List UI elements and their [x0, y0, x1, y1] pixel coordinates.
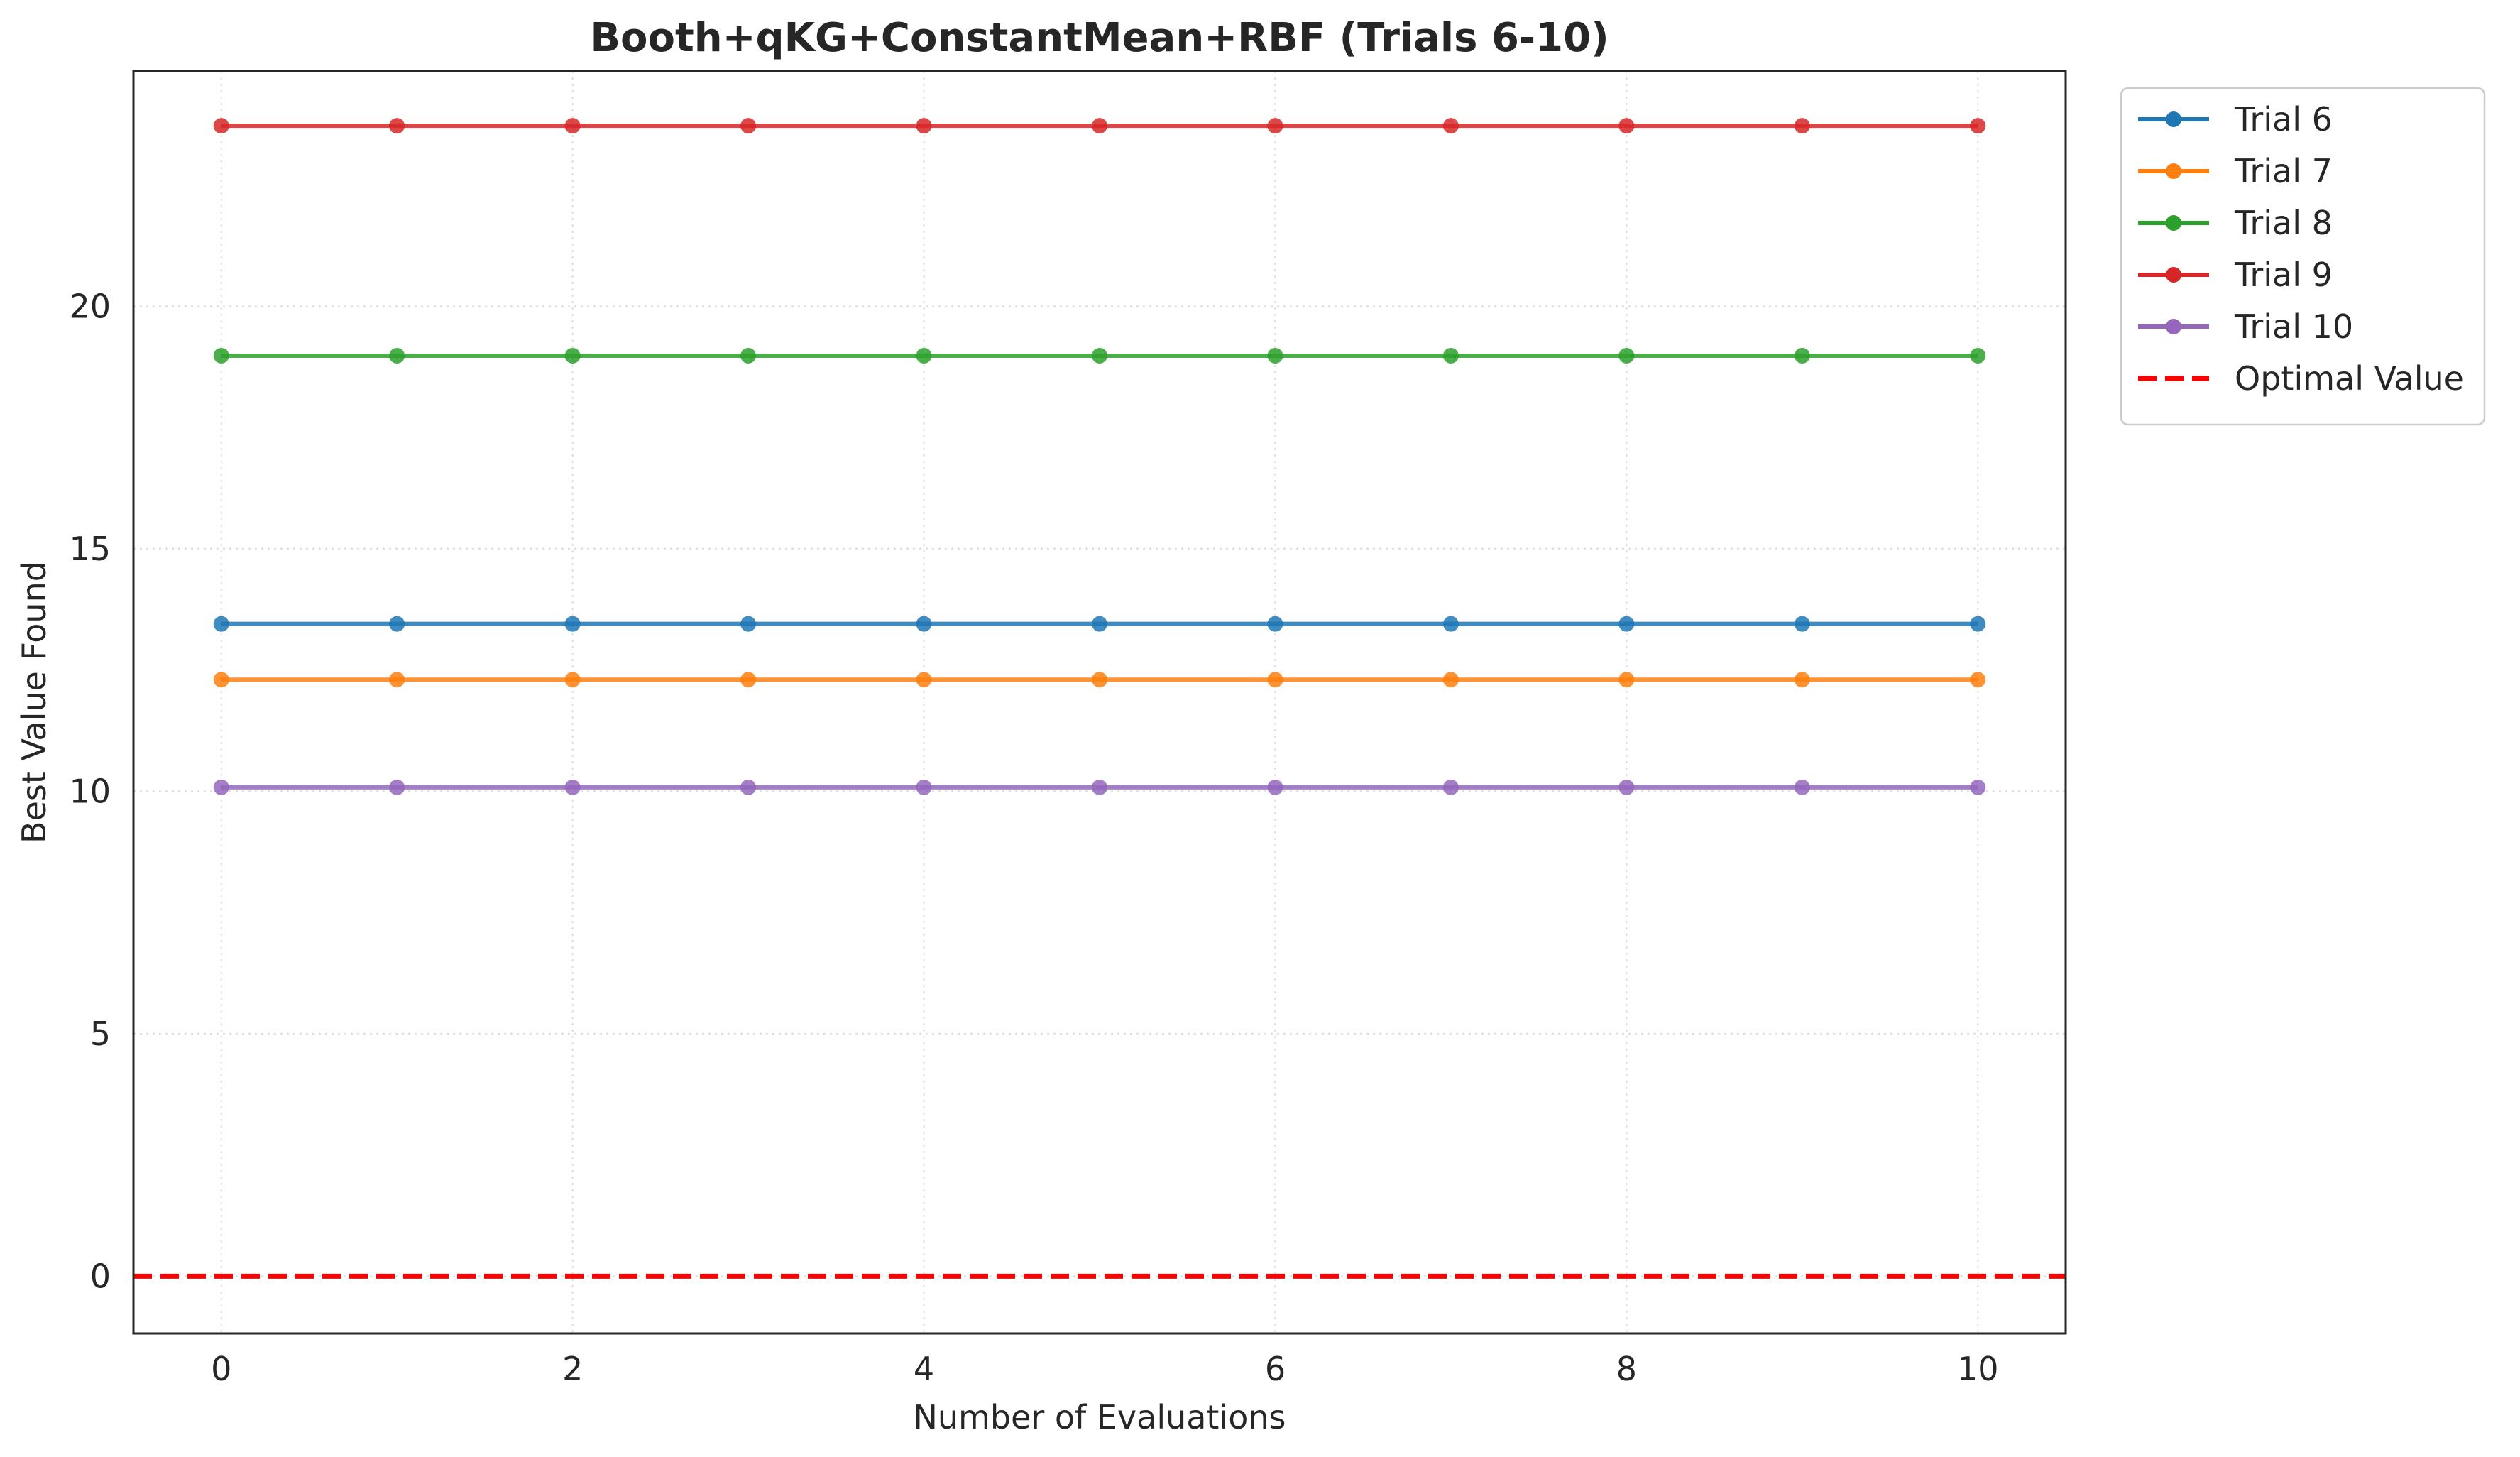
series-trial-10	[213, 779, 1986, 795]
trial-6-point	[916, 616, 932, 632]
trial-7-point	[564, 672, 581, 688]
trial-10-point	[389, 779, 405, 795]
trial-10-point	[1618, 779, 1635, 795]
trial-6-point	[1618, 616, 1635, 632]
legend-label: Trial 10	[2234, 307, 2353, 346]
trial-8-point	[1970, 347, 1986, 364]
series-trial-9	[213, 118, 1986, 134]
y-tick-label: 10	[69, 772, 111, 810]
legend-entry-trial-9: Trial 9	[2138, 256, 2333, 294]
trial-8-point	[1092, 347, 1107, 364]
trial-8-point	[1618, 347, 1635, 364]
trial-6-point	[389, 616, 405, 632]
trial-8-point	[213, 347, 229, 364]
x-tick-label: 10	[1957, 1350, 1999, 1388]
legend-entry-trial-10: Trial 10	[2138, 307, 2353, 346]
trial-7-point	[1092, 672, 1107, 688]
trial-9-point	[213, 118, 229, 134]
trial-8-point	[564, 347, 581, 364]
x-tick-label: 6	[1265, 1350, 1286, 1388]
legend-label: Trial 9	[2234, 256, 2333, 294]
legend-marker	[2166, 267, 2181, 283]
trial-10-point	[740, 779, 757, 795]
x-tick-label: 4	[914, 1350, 934, 1388]
trial-6-point	[564, 616, 581, 632]
trial-10-point	[213, 779, 229, 795]
legend-label: Trial 6	[2234, 100, 2333, 138]
legend-label: Optimal Value	[2235, 359, 2464, 398]
x-tick-label: 0	[211, 1350, 231, 1388]
legend-marker	[2166, 319, 2181, 334]
trial-7-point	[213, 672, 229, 688]
trial-7-point	[1794, 672, 1810, 688]
trial-7-point	[1267, 672, 1283, 688]
legend-marker	[2166, 111, 2181, 127]
y-tick-label: 0	[90, 1257, 111, 1295]
trial-6-point	[740, 616, 757, 632]
trial-7-point	[1618, 672, 1635, 688]
trial-8-point	[1267, 347, 1283, 364]
trial-6-point	[1794, 616, 1810, 632]
y-tick-label: 5	[90, 1015, 111, 1053]
tick-labels: 0 2 4 6 8 10 0 5 10 15 20	[69, 287, 1998, 1388]
legend-marker	[2166, 215, 2181, 231]
trial-9-point	[740, 118, 757, 134]
trial-9-point	[1267, 118, 1283, 134]
trial-9-point	[916, 118, 932, 134]
trial-10-point	[1970, 779, 1986, 795]
trial-8-point	[916, 347, 932, 364]
x-axis-label: Number of Evaluations	[913, 1398, 1286, 1436]
trial-10-point	[1442, 779, 1459, 795]
chart-title: Booth+qKG+ConstantMean+RBF (Trials 6-10)	[590, 15, 1609, 61]
trial-7-point	[916, 672, 932, 688]
trial-7-point	[389, 672, 405, 688]
y-tick-label: 15	[69, 530, 111, 568]
y-tick-label: 20	[69, 287, 111, 325]
legend: Trial 6 Trial 7 Trial 8 Trial 9 Trial 10 Opti…	[2120, 87, 2486, 426]
trial-6-point	[1267, 616, 1283, 632]
trial-10-point	[1092, 779, 1107, 795]
trial-9-point	[1092, 118, 1107, 134]
legend-label: Trial 7	[2234, 152, 2333, 190]
legend-entry-trial-8: Trial 8	[2138, 204, 2333, 242]
trial-9-point	[1442, 118, 1459, 134]
trial-9-point	[389, 118, 405, 134]
trial-10-point	[1794, 779, 1810, 795]
trial-10-point	[564, 779, 581, 795]
trial-8-point	[389, 347, 405, 364]
trial-8-point	[1442, 347, 1459, 364]
trial-9-point	[1618, 118, 1635, 134]
plot-frame	[132, 70, 2067, 1335]
trial-6-point	[1442, 616, 1459, 632]
series-layer	[213, 118, 1986, 795]
legend-entry-optimal-value: Optimal Value	[2138, 359, 2464, 398]
trial-8-point	[740, 347, 757, 364]
legend-marker	[2166, 163, 2181, 179]
series-trial-6	[213, 616, 1986, 632]
trial-9-point	[1794, 118, 1810, 134]
x-tick-label: 8	[1616, 1350, 1637, 1388]
trial-7-point	[1970, 672, 1986, 688]
trial-10-point	[1267, 779, 1283, 795]
trial-10-point	[916, 779, 932, 795]
trial-8-point	[1794, 347, 1810, 364]
series-trial-7	[213, 672, 1986, 688]
trial-7-point	[740, 672, 757, 688]
trial-9-point	[1970, 118, 1986, 134]
legend-entry-trial-6: Trial 6	[2138, 100, 2333, 138]
trial-9-point	[564, 118, 581, 134]
trial-7-point	[1442, 672, 1459, 688]
trial-6-point	[213, 616, 229, 632]
y-axis-label: Best Value Found	[15, 561, 53, 844]
series-trial-8	[213, 347, 1986, 364]
trial-6-point	[1970, 616, 1986, 632]
trial-6-point	[1092, 616, 1107, 632]
legend-box	[2120, 87, 2486, 426]
x-tick-label: 2	[562, 1350, 583, 1388]
legend-label: Trial 8	[2234, 204, 2333, 242]
legend-entry-trial-7: Trial 7	[2138, 152, 2333, 190]
